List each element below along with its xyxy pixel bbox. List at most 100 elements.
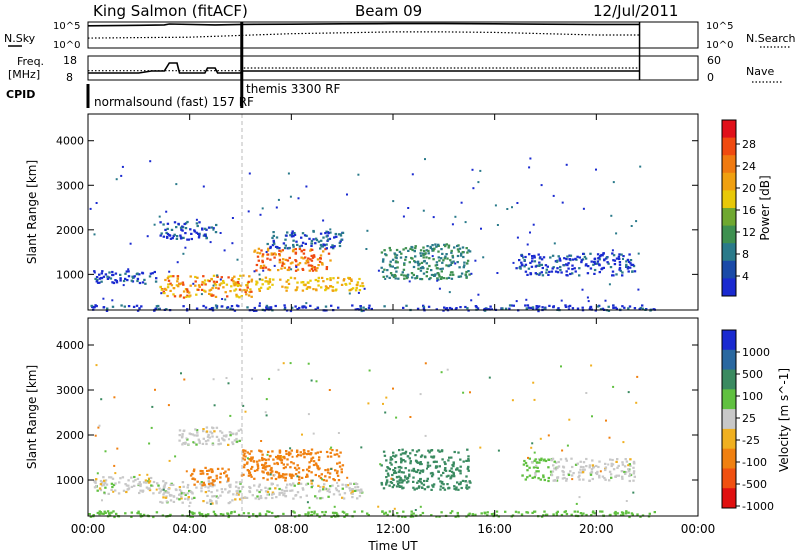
velocity-cell-1 xyxy=(93,486,97,489)
velocity-cell-1 xyxy=(125,490,128,494)
velocity-cell-2 xyxy=(172,495,176,498)
velocity-cell-7 xyxy=(437,449,440,452)
velocity-cell-0 xyxy=(341,510,345,513)
power-cell-0 xyxy=(246,306,249,309)
velocity-cell-7 xyxy=(456,481,459,484)
power-cell-4 xyxy=(350,278,353,281)
velocity-cell-2 xyxy=(180,497,183,500)
velocity-cell-6 xyxy=(279,474,282,477)
power-cell-7 xyxy=(386,269,389,272)
power-cell-2 xyxy=(173,295,177,298)
power-cell-7 xyxy=(432,249,435,252)
velocity-cell-3 xyxy=(192,470,196,473)
power-cell-8 xyxy=(618,253,621,256)
power-cell-1 xyxy=(114,272,118,275)
velocity-cell-0 xyxy=(139,513,142,516)
power-cell-0 xyxy=(489,305,492,308)
velocity-cell-7 xyxy=(449,477,452,480)
velocity-cell-7 xyxy=(448,456,451,459)
velocity-cell-7 xyxy=(438,465,441,468)
velocity-cell-0 xyxy=(124,512,127,515)
power-cell-8 xyxy=(571,268,574,271)
power-cell-8 xyxy=(545,271,548,274)
velocity-cell-0 xyxy=(573,510,576,513)
velocity-cell-0 xyxy=(324,510,327,514)
velocity-cell-7 xyxy=(437,477,440,480)
velocity-cell-6 xyxy=(337,455,341,458)
velocity-cell-4 xyxy=(195,443,198,446)
velocity-cell-7 xyxy=(401,481,404,484)
velocity-cell-1 xyxy=(150,484,153,487)
power-cell-2 xyxy=(231,277,234,280)
power-cell-2 xyxy=(216,275,219,278)
power-cell-3 xyxy=(175,235,179,238)
velocity-cell-9 xyxy=(624,472,627,475)
velocity-cell-0 xyxy=(115,512,118,515)
power-cell-7 xyxy=(408,261,411,264)
velocity-cell-7 xyxy=(385,476,388,479)
velocity-cell-7 xyxy=(415,487,418,490)
velocity-cell-0 xyxy=(200,513,204,516)
power-cell-5 xyxy=(255,263,259,267)
velocity-cell-1 xyxy=(133,475,136,479)
power-cell-4 xyxy=(358,277,361,281)
power-scatter-point xyxy=(275,206,278,209)
velocity-cell-0 xyxy=(599,510,602,513)
power-cell-1 xyxy=(119,277,122,280)
power-cell-1 xyxy=(115,281,119,284)
power-cell-1 xyxy=(138,281,142,285)
velocity-cell-6 xyxy=(338,465,342,468)
velocity-cell-7 xyxy=(400,459,403,462)
power-cell-5 xyxy=(321,262,324,265)
power-cell-7 xyxy=(424,252,427,255)
velocity-cell-0 xyxy=(248,515,251,518)
velocity-cell-3 xyxy=(191,472,194,476)
velocity-cell-6 xyxy=(261,464,265,467)
velocity-cell-9 xyxy=(629,458,632,461)
power-cell-4 xyxy=(359,284,362,287)
power-cell-0 xyxy=(476,307,480,310)
velocity-cell-2 xyxy=(213,484,216,487)
power-cell-0 xyxy=(330,304,333,307)
velocity-cell-6 xyxy=(326,455,330,458)
power-cell-7 xyxy=(467,249,470,252)
velocity-cell-0 xyxy=(212,510,216,513)
power-cell-0 xyxy=(158,308,161,311)
velocity-cell-3 xyxy=(201,470,204,473)
power-cell-7 xyxy=(450,251,453,254)
velocity-cell-6 xyxy=(251,465,254,469)
power-cell-0 xyxy=(538,305,541,308)
power-cell-2 xyxy=(203,279,207,282)
power-cell-0 xyxy=(255,309,258,312)
velocity-cell-0 xyxy=(628,515,631,519)
power-cell-8 xyxy=(547,273,550,276)
velocity-scatter-point xyxy=(605,419,607,422)
velocity-cell-2 xyxy=(232,493,235,496)
power-cell-3 xyxy=(205,237,208,240)
velocity-cell-8 xyxy=(523,459,526,463)
power-cell-0 xyxy=(487,308,490,311)
power-cell-2 xyxy=(250,278,254,281)
velocity-cell-7 xyxy=(399,476,402,480)
velocity-scatter-point xyxy=(329,448,332,451)
velocity-cell-0 xyxy=(486,514,489,517)
velocity-cell-5 xyxy=(329,485,332,488)
power-cell-8 xyxy=(523,259,526,262)
velocity-cell-7 xyxy=(465,475,468,478)
velocity-cell-7 xyxy=(453,475,456,478)
velocity-cell-7 xyxy=(465,486,468,489)
power-cell-7 xyxy=(453,246,456,249)
velocity-cell-8 xyxy=(537,470,540,473)
velocity-cell-9 xyxy=(610,462,613,465)
power-cell-3 xyxy=(172,234,175,238)
velocity-cell-6 xyxy=(251,456,254,459)
velocity-cell-7 xyxy=(397,470,401,474)
velocity-cell-0 xyxy=(451,510,454,513)
velocity-cell-6 xyxy=(283,457,286,460)
velocity-cell-0 xyxy=(438,515,441,518)
power-cell-0 xyxy=(105,309,109,312)
power-cell-0 xyxy=(157,304,160,308)
power-cell-1 xyxy=(112,281,116,285)
power-cell-8 xyxy=(599,255,602,258)
velocity-scatter-point xyxy=(420,463,423,466)
